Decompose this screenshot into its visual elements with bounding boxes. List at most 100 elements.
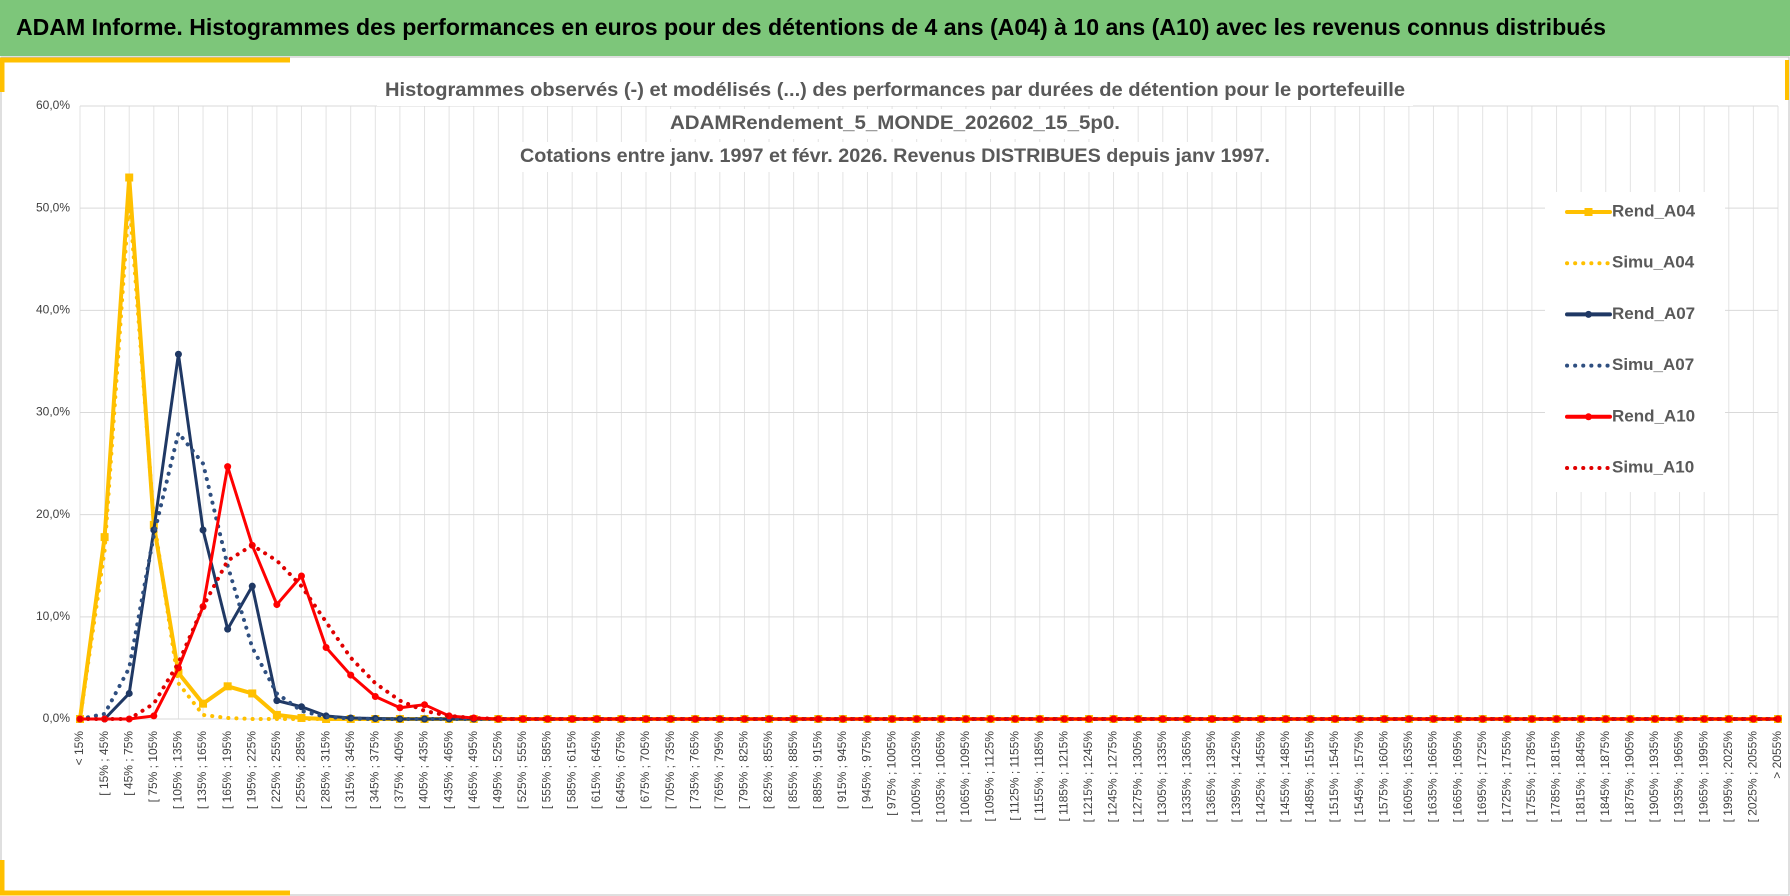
point-marker [273, 697, 281, 705]
x-tick-label: [ 375% ; 405% [392, 731, 406, 809]
point-marker [593, 715, 601, 723]
x-tick-label: [ 165% ; 195% [220, 731, 234, 809]
x-tick-label: [ 195% ; 225% [244, 731, 258, 809]
x-tick-label: [ 855% ; 885% [786, 731, 800, 809]
point-marker [371, 693, 379, 701]
x-tick-label: [ 225% ; 255% [269, 731, 283, 809]
point-marker [568, 715, 576, 723]
x-tick-label: [ 555% ; 585% [540, 731, 554, 809]
point-marker [125, 689, 133, 697]
legend-background [1545, 192, 1725, 492]
point-marker [1774, 715, 1782, 723]
point-marker [1159, 715, 1167, 723]
x-tick-label: [ 1785% ; 1815% [1549, 731, 1563, 823]
x-tick-label: [ 285% ; 315% [318, 731, 332, 809]
legend-label: Simu_A04 [1612, 253, 1695, 272]
x-tick-label: [ 1125% ; 1155% [1007, 731, 1021, 821]
chart-title: ADAMRendement_5_MONDE_202602_15_5p0. [670, 113, 1120, 134]
point-marker [642, 715, 650, 723]
point-marker [1134, 715, 1142, 723]
x-tick-label: [ 1335% ; 1365% [1180, 731, 1194, 823]
point-marker [150, 712, 158, 720]
x-tick-label: [ 1005% ; 1035% [909, 731, 923, 823]
x-tick-label: [ 1575% ; 1605% [1376, 731, 1390, 823]
point-marker [199, 526, 207, 534]
x-tick-label: [ 975% ; 1005% [884, 731, 898, 816]
point-marker [667, 715, 675, 723]
x-tick-label: [ 1725% ; 1755% [1499, 731, 1513, 823]
series-line [78, 430, 1780, 721]
header-bar [0, 0, 1790, 56]
y-tick-label: 10,0% [36, 609, 70, 623]
x-tick-label: [ 495% ; 525% [491, 731, 505, 809]
legend-label: Simu_A07 [1612, 355, 1694, 374]
x-tick-label: [ 255% ; 285% [294, 731, 308, 809]
x-tick-label: [ 1815% ; 1845% [1573, 731, 1587, 823]
x-tick-label: [ 585% ; 615% [564, 731, 578, 809]
x-tick-label: [ 645% ; 675% [614, 731, 628, 809]
x-tick-label: [ 2025% ; 2055% [1746, 731, 1760, 823]
frame-corner [0, 860, 290, 896]
x-tick-label: [ 1665% ; 1695% [1450, 731, 1464, 823]
legend-label: Rend_A07 [1612, 304, 1695, 323]
point-marker [199, 699, 208, 708]
point-marker [421, 701, 429, 709]
header-title: ADAM Informe. Histogrammes des performan… [16, 14, 1606, 40]
x-tick-label: [ 1425% ; 1455% [1253, 731, 1267, 823]
x-tick-label: [ 1515% ; 1545% [1327, 731, 1341, 823]
chart-title: Histogrammes observés (-) et modélisés (… [385, 80, 1405, 101]
legend-label: Rend_A04 [1612, 201, 1696, 220]
point-marker [174, 669, 183, 678]
point-marker [273, 601, 281, 609]
x-tick-label: [ 315% ; 345% [343, 731, 357, 809]
series-line [78, 195, 1780, 721]
point-marker [248, 689, 257, 698]
point-marker [272, 710, 281, 719]
point-marker [297, 572, 305, 580]
point-marker [396, 704, 404, 712]
x-tick-label: [ 1605% ; 1635% [1401, 731, 1415, 823]
point-marker [1282, 715, 1290, 723]
x-tick-label: [ 1395% ; 1425% [1229, 731, 1243, 823]
x-tick-label: [ 1275% ; 1305% [1130, 731, 1144, 823]
x-tick-label: [ 1095% ; 1125% [983, 731, 997, 822]
series-line [78, 352, 1780, 721]
x-tick-label: [ 435% ; 465% [441, 731, 455, 809]
x-tick-label: [ 735% ; 765% [687, 731, 701, 809]
x-tick-label: [ 1455% ; 1485% [1278, 731, 1292, 823]
x-tick-label: [ 705% ; 735% [663, 731, 677, 809]
legend-label: Simu_A10 [1612, 457, 1694, 476]
x-tick-label: [ 1845% ; 1875% [1598, 731, 1612, 823]
y-tick-label: 30,0% [36, 405, 70, 419]
title-background [377, 76, 1413, 106]
y-tick-label: 40,0% [36, 303, 70, 317]
title-background [662, 109, 1128, 139]
x-tick-label: [ 465% ; 495% [466, 731, 480, 809]
y-tick-label: 0,0% [43, 711, 71, 725]
x-tick-label: [ 795% ; 825% [737, 731, 751, 809]
x-tick-label: [ 75% ; 105% [146, 731, 160, 803]
point-marker [617, 715, 625, 723]
x-tick-label: [ 1965% ; 1995% [1696, 731, 1710, 823]
x-tick-label: [ 945% ; 975% [860, 731, 874, 809]
x-tick-label: [ 345% ; 375% [367, 731, 381, 809]
x-tick-label: [ 1905% ; 1935% [1647, 731, 1661, 823]
x-tick-label: [ 1305% ; 1335% [1155, 731, 1169, 823]
y-tick-label: 20,0% [36, 507, 70, 521]
x-tick-label: [ 1035% ; 1065% [933, 731, 947, 823]
x-tick-label: > 2055% [1770, 731, 1784, 779]
point-marker [224, 625, 232, 633]
x-tick-label: [ 1185% ; 1215% [1057, 731, 1071, 822]
series-line [78, 465, 1780, 721]
point-marker [1306, 715, 1314, 723]
legend-marker [1584, 208, 1593, 216]
point-marker [248, 582, 256, 590]
point-marker [1208, 715, 1216, 723]
x-tick-label: [ 1365% ; 1395% [1204, 731, 1218, 823]
x-tick-label: [ 765% ; 795% [712, 731, 726, 809]
x-tick-label: [ 15% ; 45% [97, 731, 111, 796]
x-tick-label: [ 1215% ; 1245% [1081, 731, 1095, 823]
x-tick-label: [ 405% ; 435% [417, 731, 431, 809]
x-tick-label: [ 105% ; 135% [171, 731, 185, 809]
